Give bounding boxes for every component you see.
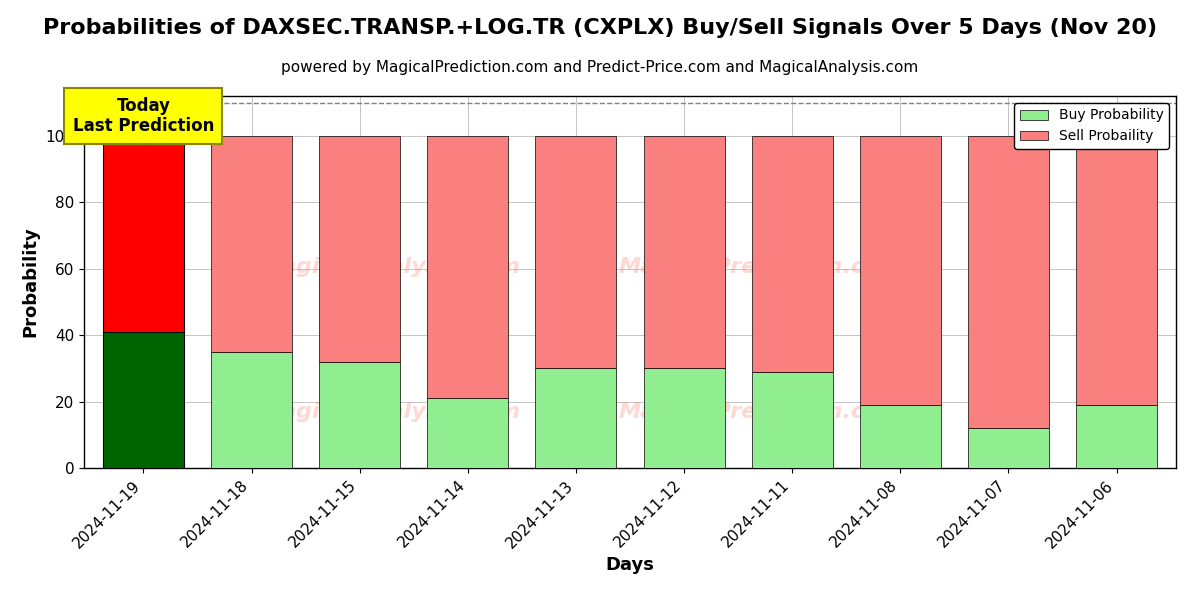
Bar	[427, 398, 509, 468]
Bar	[859, 136, 941, 405]
Text: MagicalPrediction.com: MagicalPrediction.com	[619, 257, 904, 277]
Bar	[643, 136, 725, 368]
Text: MagicalAnalysis.com: MagicalAnalysis.com	[259, 257, 521, 277]
Y-axis label: Probability: Probability	[22, 227, 40, 337]
Bar	[751, 371, 833, 468]
Bar	[319, 136, 401, 362]
Bar	[103, 136, 184, 332]
Bar	[535, 136, 617, 368]
Bar	[968, 428, 1049, 468]
Bar	[211, 136, 292, 352]
Bar	[535, 368, 617, 468]
Text: MagicalPrediction.com: MagicalPrediction.com	[619, 402, 904, 422]
Bar	[103, 332, 184, 468]
Bar	[751, 136, 833, 371]
Legend: Buy Probability, Sell Probaility: Buy Probability, Sell Probaility	[1014, 103, 1169, 149]
Bar	[319, 362, 401, 468]
X-axis label: Days: Days	[606, 556, 654, 574]
Bar	[968, 136, 1049, 428]
Text: Today
Last Prediction: Today Last Prediction	[73, 97, 214, 136]
Bar	[1076, 136, 1157, 405]
Bar	[859, 405, 941, 468]
Bar	[1076, 405, 1157, 468]
Bar	[643, 368, 725, 468]
Text: MagicalAnalysis.com: MagicalAnalysis.com	[259, 402, 521, 422]
Bar	[211, 352, 292, 468]
Text: powered by MagicalPrediction.com and Predict-Price.com and MagicalAnalysis.com: powered by MagicalPrediction.com and Pre…	[281, 60, 919, 75]
Text: Probabilities of DAXSEC.TRANSP.+LOG.TR (CXPLX) Buy/Sell Signals Over 5 Days (Nov: Probabilities of DAXSEC.TRANSP.+LOG.TR (…	[43, 18, 1157, 38]
Bar	[427, 136, 509, 398]
